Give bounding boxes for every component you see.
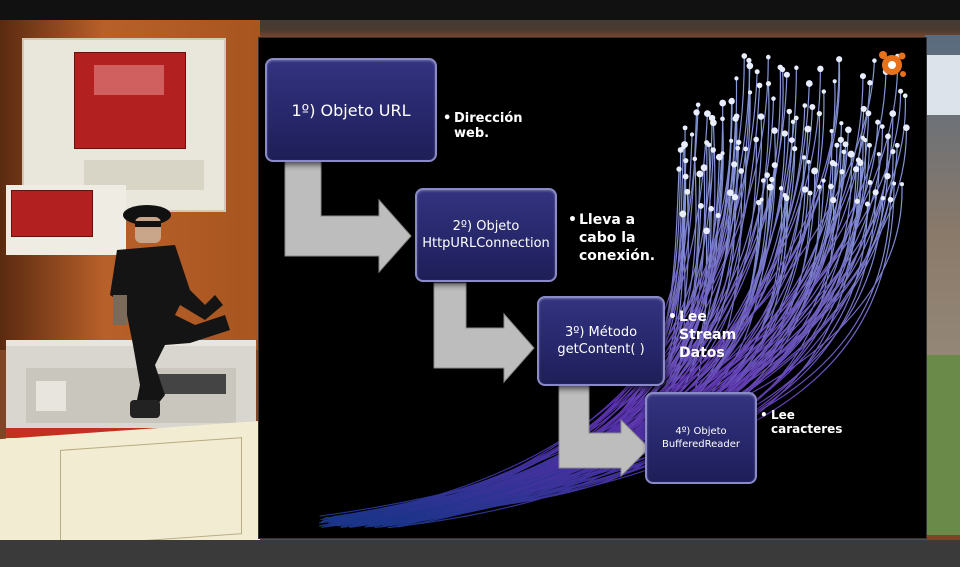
right-wall-photo [925, 355, 960, 535]
circuit-board-image-2 [11, 190, 93, 237]
step-4-note: • Lee caracteres [760, 408, 843, 436]
step-3-note: • Lee Stream Datos [668, 308, 737, 362]
flow-arrows [284, 157, 650, 478]
floor-sign-text-block [60, 437, 242, 547]
step-1-note-line-1: Dirección [454, 111, 523, 126]
step-2-line-2: HttpURLConnection [422, 236, 550, 251]
step-1-note-line-2: web. [454, 126, 490, 141]
bullet-dot: • [668, 309, 677, 325]
step-3-line-2: getContent( ) [557, 342, 645, 357]
step-2-note-line-3: conexión. [579, 248, 656, 264]
left-wall [0, 20, 260, 350]
step-3-box: 3º) Método getContent( ) [537, 296, 665, 386]
step-3-note-line-3: Datos [679, 345, 725, 361]
desk-chips [146, 374, 226, 394]
step-4-line-2: BufferedReader [661, 439, 741, 450]
arrow-1 [284, 157, 412, 274]
presentation-slide: 1º) Objeto URL • Dirección web. 2º) Obje… [258, 37, 927, 539]
bullet-dot: • [568, 212, 577, 228]
top-bar [0, 0, 960, 20]
second-circuit-poster [6, 185, 126, 255]
step-3-note-line-2: Stream [679, 327, 737, 343]
bullet-dot: • [443, 111, 452, 126]
step-4-note-line-1: Lee [771, 408, 795, 422]
bottom-bar [0, 540, 960, 567]
right-wall [925, 35, 960, 535]
step-4-box: 4º) Objeto BufferedReader [645, 392, 757, 484]
bullet-dot: • [760, 408, 768, 422]
step-3-line-1: 3º) Método [564, 325, 638, 340]
step-2-note-line-1: Lleva a [579, 212, 636, 228]
step-2-note: • Lleva a cabo la conexión. [568, 211, 656, 265]
step-1-note: • Dirección web. [443, 111, 523, 141]
floor-sign [0, 420, 260, 560]
step-1-line-1: 1º) Objeto URL [291, 100, 411, 120]
orange-molecule-logo-icon [879, 51, 906, 77]
step-3-note-line-1: Lee [679, 309, 707, 325]
step-2-line-1: 2º) Objeto [452, 219, 520, 234]
desk-box [36, 381, 66, 411]
step-4-note-line-2: caracteres [771, 422, 843, 436]
avatar-character [110, 205, 230, 418]
arrow-2 [433, 282, 535, 384]
circuit-board-poster [22, 38, 226, 212]
step-2-box: 2º) Objeto HttpURLConnection [415, 188, 557, 282]
circuit-detail [94, 65, 164, 95]
arrow-3 [558, 382, 650, 478]
right-wall-poster [927, 55, 960, 115]
step-1-box: 1º) Objeto URL [265, 58, 437, 162]
step-2-note-line-2: cabo la [579, 230, 636, 246]
step-4-line-1: 4º) Objeto [675, 426, 727, 437]
